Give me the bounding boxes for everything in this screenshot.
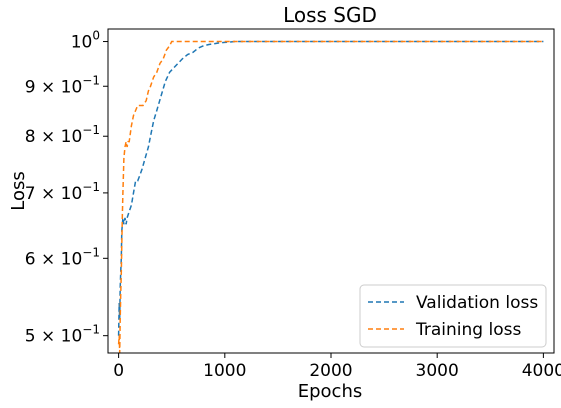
y-axis-label: Loss: [8, 171, 29, 210]
chart-title: Loss SGD: [283, 3, 377, 27]
y-tick-label: 6 × 10−1: [25, 245, 100, 269]
x-axis-label: Epochs: [298, 381, 363, 402]
y-tick-label: 8 × 10−1: [25, 123, 100, 147]
x-axis: 0 1000 2000 3000 4000: [113, 353, 561, 381]
y-tick-label: 7 × 10−1: [25, 180, 100, 204]
x-tick-label: 2000: [309, 361, 352, 381]
series-line-validation: [117, 40, 544, 336]
x-tick-label: 3000: [416, 361, 459, 381]
y-tick-label: 5 × 10−1: [25, 323, 100, 347]
legend-box: [359, 284, 547, 348]
series-line-training: [117, 40, 544, 354]
legend: Validation loss Training loss: [359, 284, 547, 348]
y-tick-label: 100: [71, 29, 100, 53]
y-axis: 5 × 10−1 6 × 10−1 7 × 10−1 8 × 10−1 9 × 10−1…: [25, 29, 108, 347]
y-tick-label: 9 × 10−1: [25, 73, 100, 97]
x-tick-label: 0: [113, 361, 124, 381]
x-tick-label: 1000: [203, 361, 246, 381]
x-tick-label: 4000: [522, 361, 561, 381]
legend-label-training: Training loss: [415, 320, 521, 340]
plot-lines: [117, 40, 544, 354]
legend-label-validation: Validation loss: [416, 293, 538, 313]
